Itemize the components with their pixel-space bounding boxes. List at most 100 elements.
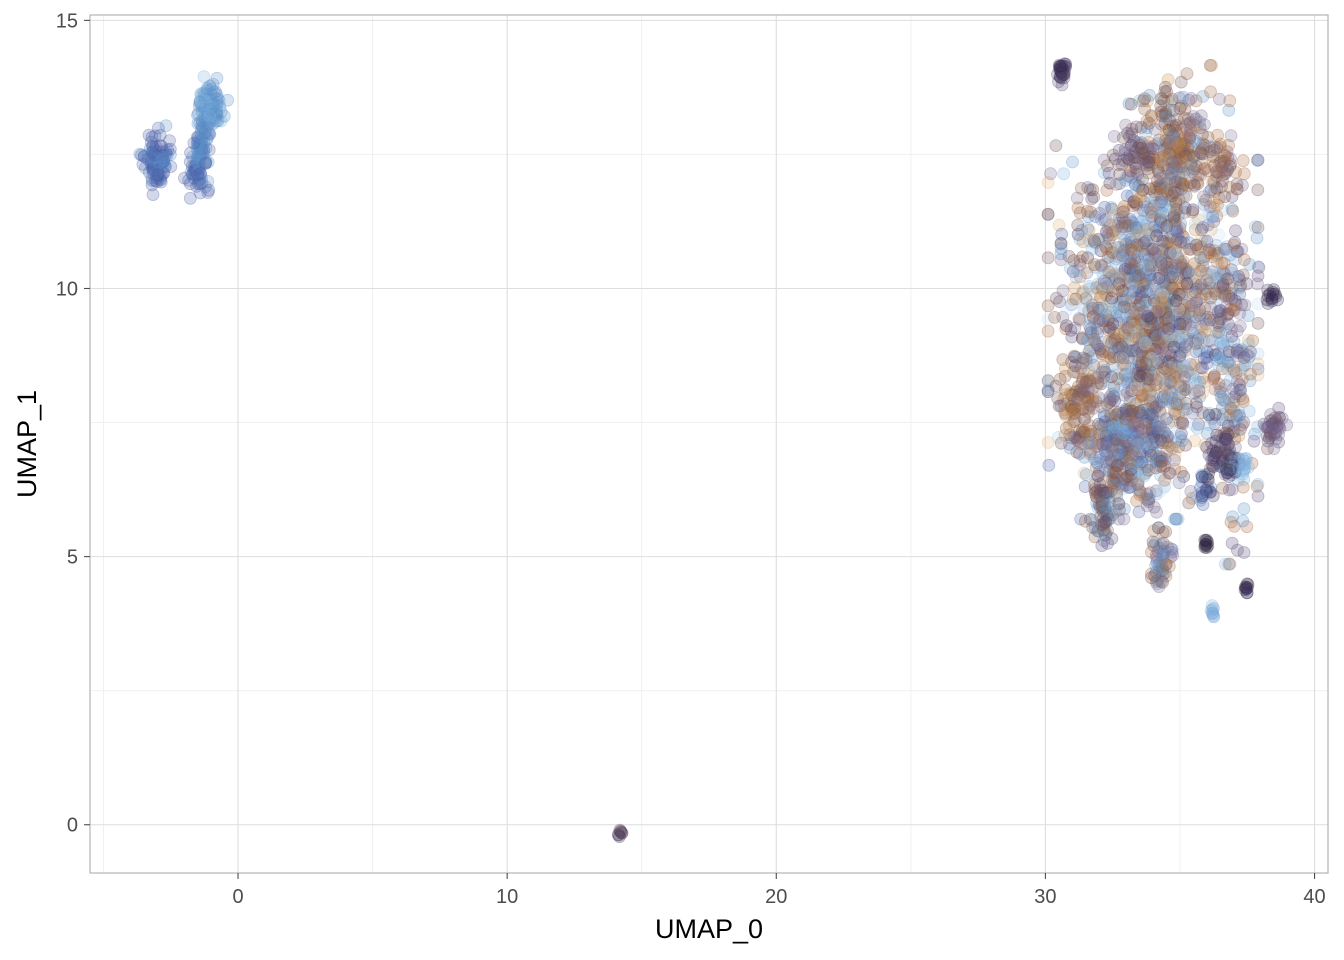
scatter-point bbox=[1195, 249, 1209, 263]
scatter-point bbox=[1107, 476, 1121, 490]
scatter-point bbox=[1182, 148, 1196, 162]
scatter-point bbox=[206, 78, 220, 91]
scatter-point bbox=[191, 107, 205, 120]
scatter-point bbox=[1096, 349, 1110, 363]
scatter-point bbox=[190, 179, 204, 193]
scatter-point bbox=[1167, 308, 1181, 322]
scatter-point bbox=[1180, 67, 1194, 80]
scatter-point bbox=[1086, 301, 1100, 315]
scatter-point bbox=[1098, 278, 1112, 292]
scatter-point bbox=[153, 128, 167, 142]
scatter-point bbox=[1124, 97, 1138, 111]
scatter-point bbox=[206, 100, 220, 113]
scatter-point bbox=[614, 825, 628, 839]
scatter-point bbox=[197, 108, 211, 122]
scatter-point bbox=[138, 161, 152, 175]
scatter-point bbox=[1041, 207, 1055, 221]
scatter-point bbox=[1227, 238, 1241, 252]
scatter-point bbox=[153, 172, 167, 186]
scatter-point bbox=[1150, 229, 1164, 243]
scatter-point bbox=[145, 130, 159, 144]
scatter-point bbox=[1163, 289, 1176, 303]
scatter-point bbox=[1149, 559, 1162, 572]
scatter-point bbox=[1232, 411, 1246, 425]
scatter-point bbox=[1190, 396, 1203, 410]
scatter-point bbox=[1261, 420, 1275, 434]
scatter-point bbox=[1193, 344, 1206, 358]
scatter-point bbox=[203, 80, 217, 94]
scatter-point bbox=[1104, 393, 1118, 407]
scatter-point bbox=[1133, 227, 1147, 241]
scatter-point bbox=[1120, 386, 1134, 399]
scatter-point bbox=[1165, 224, 1179, 238]
scatter-point bbox=[198, 109, 212, 123]
scatter-point bbox=[612, 828, 625, 841]
scatter-point bbox=[1115, 210, 1129, 224]
scatter-point bbox=[183, 155, 197, 169]
scatter-point bbox=[1060, 304, 1073, 318]
scatter-point bbox=[1120, 275, 1134, 289]
scatter-point bbox=[1251, 269, 1265, 283]
scatter-point bbox=[157, 154, 171, 168]
scatter-point bbox=[204, 83, 218, 96]
scatter-point bbox=[1153, 484, 1167, 498]
scatter-point bbox=[153, 139, 167, 152]
scatter-point bbox=[156, 156, 170, 170]
scatter-point bbox=[193, 172, 206, 186]
scatter-point bbox=[1251, 347, 1265, 361]
scatter-point bbox=[145, 153, 159, 167]
scatter-point bbox=[149, 166, 163, 180]
scatter-point bbox=[1216, 277, 1230, 291]
scatter-point bbox=[1116, 336, 1129, 350]
scatter-point bbox=[191, 152, 205, 165]
scatter-point bbox=[1196, 282, 1210, 296]
scatter-point bbox=[1132, 298, 1146, 312]
data-points bbox=[133, 57, 1294, 843]
scatter-point bbox=[1169, 294, 1183, 308]
scatter-point bbox=[190, 156, 204, 170]
scatter-point bbox=[1149, 406, 1162, 420]
scatter-point bbox=[1100, 448, 1113, 462]
scatter-point bbox=[1114, 280, 1128, 294]
scatter-point bbox=[1041, 324, 1055, 338]
scatter-point bbox=[1165, 328, 1178, 342]
scatter-point bbox=[1160, 288, 1174, 302]
scatter-point bbox=[191, 108, 204, 122]
x-axis-title: UMAP_0 bbox=[655, 914, 763, 944]
scatter-point bbox=[1044, 167, 1057, 181]
scatter-point bbox=[1164, 376, 1178, 390]
scatter-point bbox=[201, 106, 214, 120]
scatter-point bbox=[1151, 415, 1165, 429]
scatter-point bbox=[1168, 407, 1182, 421]
scatter-point bbox=[1126, 292, 1140, 306]
scatter-point bbox=[1250, 231, 1264, 245]
scatter-point bbox=[1149, 265, 1163, 278]
scatter-point bbox=[204, 115, 218, 129]
scatter-point bbox=[1133, 138, 1147, 152]
scatter-point bbox=[189, 158, 202, 172]
scatter-point bbox=[1113, 248, 1126, 262]
scatter-point bbox=[1049, 139, 1063, 153]
scatter-point bbox=[1085, 298, 1099, 312]
scatter-point bbox=[200, 110, 214, 124]
scatter-point bbox=[1125, 215, 1138, 229]
scatter-point bbox=[1090, 338, 1104, 352]
scatter-point bbox=[1131, 269, 1145, 283]
scatter-point bbox=[151, 121, 165, 135]
scatter-point bbox=[1128, 255, 1142, 269]
scatter-point bbox=[1178, 242, 1192, 256]
scatter-point bbox=[1073, 313, 1087, 327]
scatter-point bbox=[156, 150, 170, 164]
scatter-point bbox=[195, 114, 209, 128]
scatter-point bbox=[1118, 373, 1132, 387]
scatter-point bbox=[1137, 222, 1151, 236]
scatter-point bbox=[1109, 346, 1123, 359]
scatter-point bbox=[151, 169, 165, 183]
scatter-point bbox=[1219, 148, 1232, 162]
scatter-point bbox=[1108, 394, 1122, 408]
scatter-point bbox=[135, 148, 148, 162]
scatter-point bbox=[178, 171, 191, 185]
scatter-point bbox=[207, 100, 221, 113]
scatter-point bbox=[1204, 85, 1217, 99]
scatter-point bbox=[190, 143, 204, 157]
